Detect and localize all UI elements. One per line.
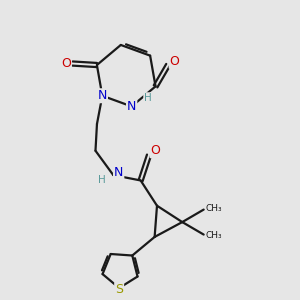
Text: H: H [144,93,152,103]
Text: N: N [98,89,107,102]
Text: N: N [114,166,123,179]
Text: S: S [115,283,123,296]
Text: CH₃: CH₃ [205,205,222,214]
Text: CH₃: CH₃ [205,231,222,240]
Text: H: H [98,176,106,185]
Text: O: O [169,55,179,68]
Text: O: O [151,144,160,157]
Text: O: O [61,57,71,70]
Text: N: N [127,100,136,113]
